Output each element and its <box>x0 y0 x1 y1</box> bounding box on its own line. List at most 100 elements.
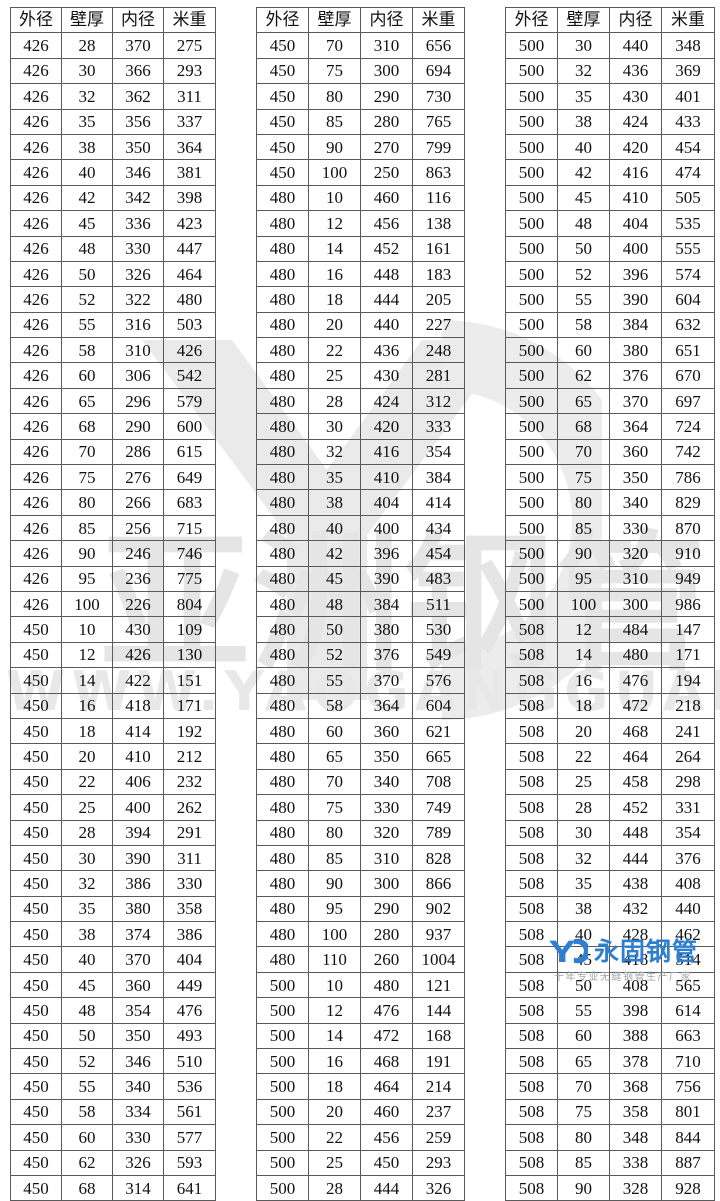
cell-wall-thickness: 18 <box>61 717 113 745</box>
cell-outer-diameter: 426 <box>10 235 62 262</box>
cell-inner-diameter: 330 <box>112 235 164 262</box>
cell-inner-diameter: 226 <box>112 590 164 618</box>
cell-wall-thickness: 80 <box>557 489 610 516</box>
cell-outer-diameter: 500 <box>505 57 558 85</box>
table-row: 426 100 226 804 <box>10 590 216 618</box>
table-row: 480 20 440 227 <box>256 311 465 339</box>
cell-weight-per-meter: 192 <box>163 717 216 745</box>
cell-inner-diameter: 390 <box>360 565 413 592</box>
cell-weight-per-meter: 615 <box>163 438 216 466</box>
cell-outer-diameter: 508 <box>505 921 558 948</box>
cell-weight-per-meter: 433 <box>661 108 715 135</box>
cell-outer-diameter: 500 <box>505 133 558 161</box>
cell-outer-diameter: 500 <box>505 489 558 516</box>
cell-wall-thickness: 12 <box>308 997 361 1024</box>
cell-weight-per-meter: 1004 <box>412 946 465 973</box>
table-row: 426 35 356 337 <box>10 108 216 135</box>
cell-outer-diameter: 426 <box>10 540 62 567</box>
cell-wall-thickness: 50 <box>61 1022 113 1050</box>
table-row: 450 20 410 212 <box>10 743 216 770</box>
table-row: 426 50 326 464 <box>10 260 216 288</box>
table-row: 426 30 366 293 <box>10 57 216 85</box>
cell-outer-diameter: 450 <box>10 997 62 1024</box>
table-row: 508 16 476 194 <box>505 667 715 694</box>
column-header-inner-diameter: 内径 <box>609 6 662 34</box>
cell-weight-per-meter: 262 <box>163 794 216 821</box>
cell-outer-diameter: 450 <box>10 743 62 770</box>
cell-weight-per-meter: 604 <box>412 692 465 719</box>
column-header-outer-diameter: 外径 <box>256 6 309 34</box>
cell-outer-diameter: 500 <box>505 387 558 415</box>
cell-weight-per-meter: 414 <box>412 489 465 516</box>
cell-inner-diameter: 410 <box>112 743 164 770</box>
cell-weight-per-meter: 621 <box>412 717 465 745</box>
cell-wall-thickness: 55 <box>61 1073 113 1100</box>
cell-wall-thickness: 52 <box>61 286 113 313</box>
cell-weight-per-meter: 291 <box>163 819 216 846</box>
table-row: 480 65 350 665 <box>256 743 465 770</box>
table-row: 426 28 370 275 <box>10 32 216 59</box>
cell-wall-thickness: 38 <box>557 108 610 135</box>
table-row: 426 90 246 746 <box>10 540 216 567</box>
table-row: 500 25 450 293 <box>256 1149 465 1176</box>
cell-inner-diameter: 388 <box>609 1022 662 1050</box>
cell-wall-thickness: 28 <box>61 819 113 846</box>
cell-wall-thickness: 55 <box>557 997 610 1024</box>
cell-wall-thickness: 32 <box>61 870 113 897</box>
cell-weight-per-meter: 358 <box>163 895 216 923</box>
cell-weight-per-meter: 326 <box>412 1174 465 1201</box>
table-row: 480 40 400 434 <box>256 514 465 542</box>
cell-inner-diameter: 376 <box>360 641 413 669</box>
cell-outer-diameter: 500 <box>505 32 558 59</box>
cell-inner-diameter: 476 <box>360 997 413 1024</box>
cell-outer-diameter: 450 <box>10 717 62 745</box>
cell-wall-thickness: 16 <box>61 692 113 719</box>
cell-inner-diameter: 310 <box>360 32 413 59</box>
table-row: 500 35 430 401 <box>505 83 715 110</box>
cell-inner-diameter: 316 <box>112 311 164 339</box>
table-row: 508 50 408 565 <box>505 971 715 999</box>
cell-inner-diameter: 366 <box>112 57 164 85</box>
cell-weight-per-meter: 183 <box>412 260 465 288</box>
cell-outer-diameter: 450 <box>10 971 62 999</box>
column-header-inner-diameter: 内径 <box>112 6 164 34</box>
table-row: 426 40 346 381 <box>10 159 216 186</box>
table-row: 480 14 452 161 <box>256 235 465 262</box>
cell-outer-diameter: 450 <box>10 768 62 796</box>
table-row: 480 30 420 333 <box>256 413 465 440</box>
cell-inner-diameter: 330 <box>360 794 413 821</box>
cell-outer-diameter: 508 <box>505 1098 558 1126</box>
cell-weight-per-meter: 147 <box>661 616 715 643</box>
cell-inner-diameter: 390 <box>609 286 662 313</box>
cell-weight-per-meter: 715 <box>163 514 216 542</box>
cell-wall-thickness: 45 <box>61 210 113 237</box>
table-row: 450 14 422 151 <box>10 667 216 694</box>
cell-weight-per-meter: 464 <box>163 260 216 288</box>
cell-inner-diameter: 370 <box>112 32 164 59</box>
cell-outer-diameter: 450 <box>10 1174 62 1201</box>
table-body-middle: 450 70 310 656 450 75 300 694 450 80 290 730 450 85 28… <box>256 32 465 1201</box>
table-row: 480 18 444 205 <box>256 286 465 313</box>
cell-wall-thickness: 100 <box>61 590 113 618</box>
column-header-wall-thickness: 壁厚 <box>61 6 113 34</box>
cell-weight-per-meter: 493 <box>163 1022 216 1050</box>
cell-wall-thickness: 12 <box>308 210 361 237</box>
table-row: 450 62 326 593 <box>10 1149 216 1176</box>
cell-weight-per-meter: 614 <box>661 997 715 1024</box>
cell-weight-per-meter: 870 <box>661 514 715 542</box>
cell-outer-diameter: 500 <box>505 184 558 212</box>
cell-wall-thickness: 45 <box>557 946 610 973</box>
table-row: 480 58 364 604 <box>256 692 465 719</box>
cell-wall-thickness: 52 <box>61 1048 113 1075</box>
cell-weight-per-meter: 354 <box>412 438 465 466</box>
cell-weight-per-meter: 804 <box>163 590 216 618</box>
table-row: 450 100 250 863 <box>256 159 465 186</box>
cell-outer-diameter: 450 <box>256 32 309 59</box>
cell-inner-diameter: 314 <box>112 1174 164 1201</box>
cell-weight-per-meter: 281 <box>412 362 465 389</box>
cell-wall-thickness: 70 <box>308 768 361 796</box>
cell-wall-thickness: 95 <box>61 565 113 592</box>
cell-inner-diameter: 310 <box>112 337 164 364</box>
table-row: 500 40 420 454 <box>505 133 715 161</box>
table-row: 500 70 360 742 <box>505 438 715 466</box>
